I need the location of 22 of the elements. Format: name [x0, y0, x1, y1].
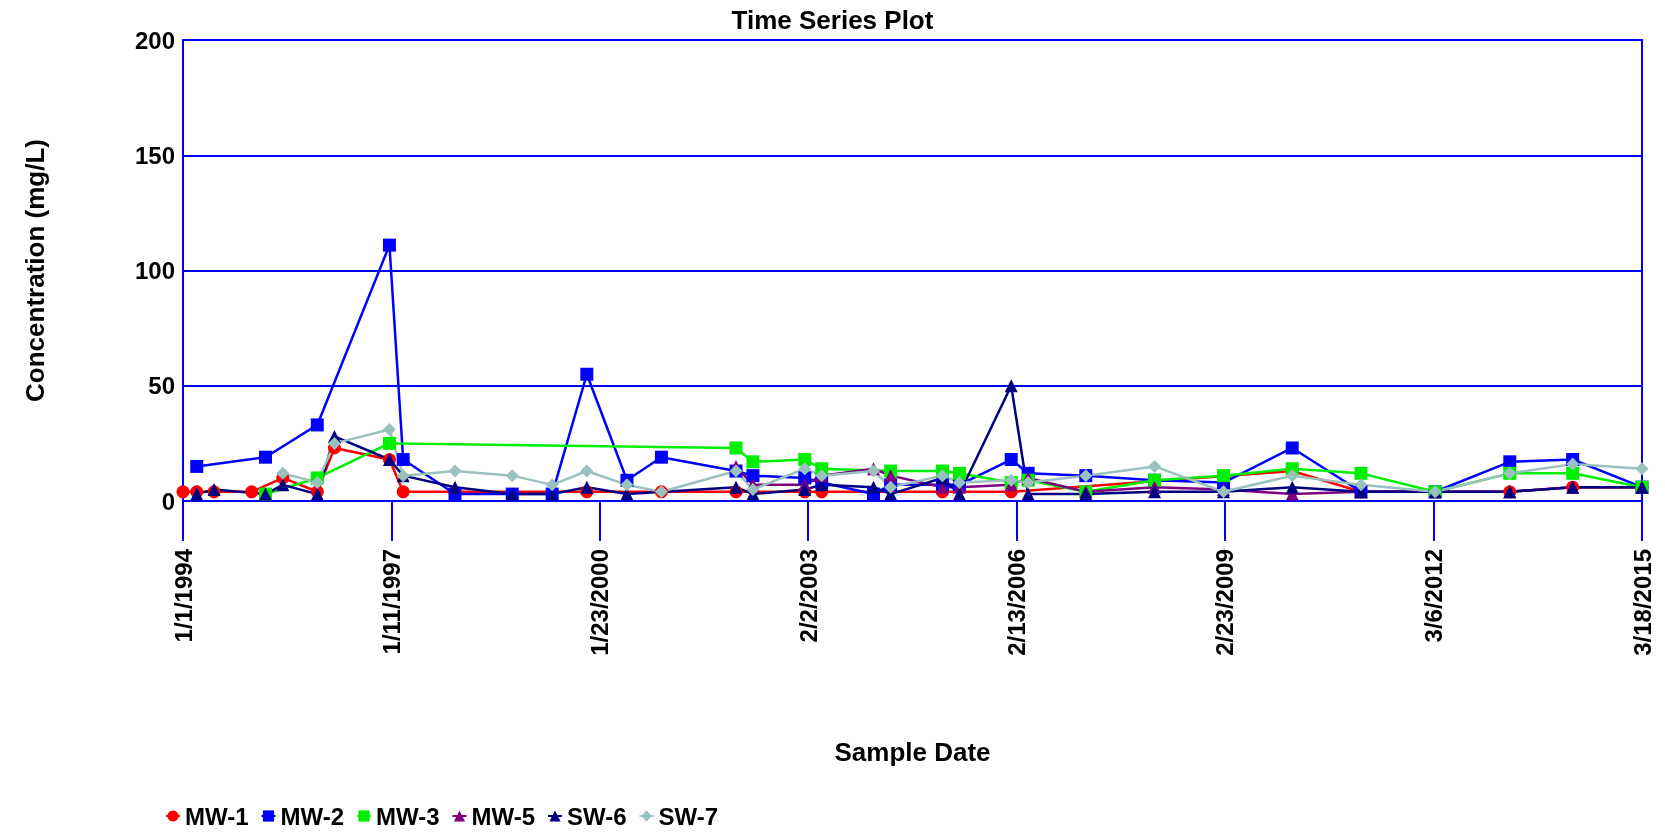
x-tick-label: 1/11/1997	[377, 549, 405, 655]
y-tick-label: 200	[134, 26, 175, 54]
y-tick-label: 0	[161, 487, 175, 515]
y-axis-title: Concentration (mg/L)	[20, 139, 50, 402]
legend-label: SW-6	[567, 802, 627, 830]
y-tick-label: 150	[134, 141, 175, 169]
x-tick-label: 3/6/2012	[1419, 549, 1447, 643]
x-tick-label: 2/13/2006	[1003, 549, 1031, 656]
x-tick-label: 3/18/2015	[1628, 549, 1656, 656]
x-tick-label: 2/2/2003	[794, 549, 822, 643]
y-tick-label: 100	[134, 257, 175, 284]
legend-label: MW-3	[376, 802, 440, 830]
chart-title: Time Series Plot	[731, 5, 934, 35]
x-tick-label: 2/23/2009	[1211, 549, 1239, 656]
legend-label: MW-1	[185, 802, 249, 830]
legend-label: MW-5	[471, 802, 536, 830]
y-tick-label: 50	[148, 372, 175, 400]
x-axis-title: Sample Date	[834, 737, 991, 767]
legend-label: SW-7	[658, 802, 719, 830]
x-tick-label: 1/23/2000	[586, 549, 614, 656]
legend-label: MW-2	[280, 802, 345, 830]
x-tick-label: 1/1/1994	[169, 548, 197, 643]
